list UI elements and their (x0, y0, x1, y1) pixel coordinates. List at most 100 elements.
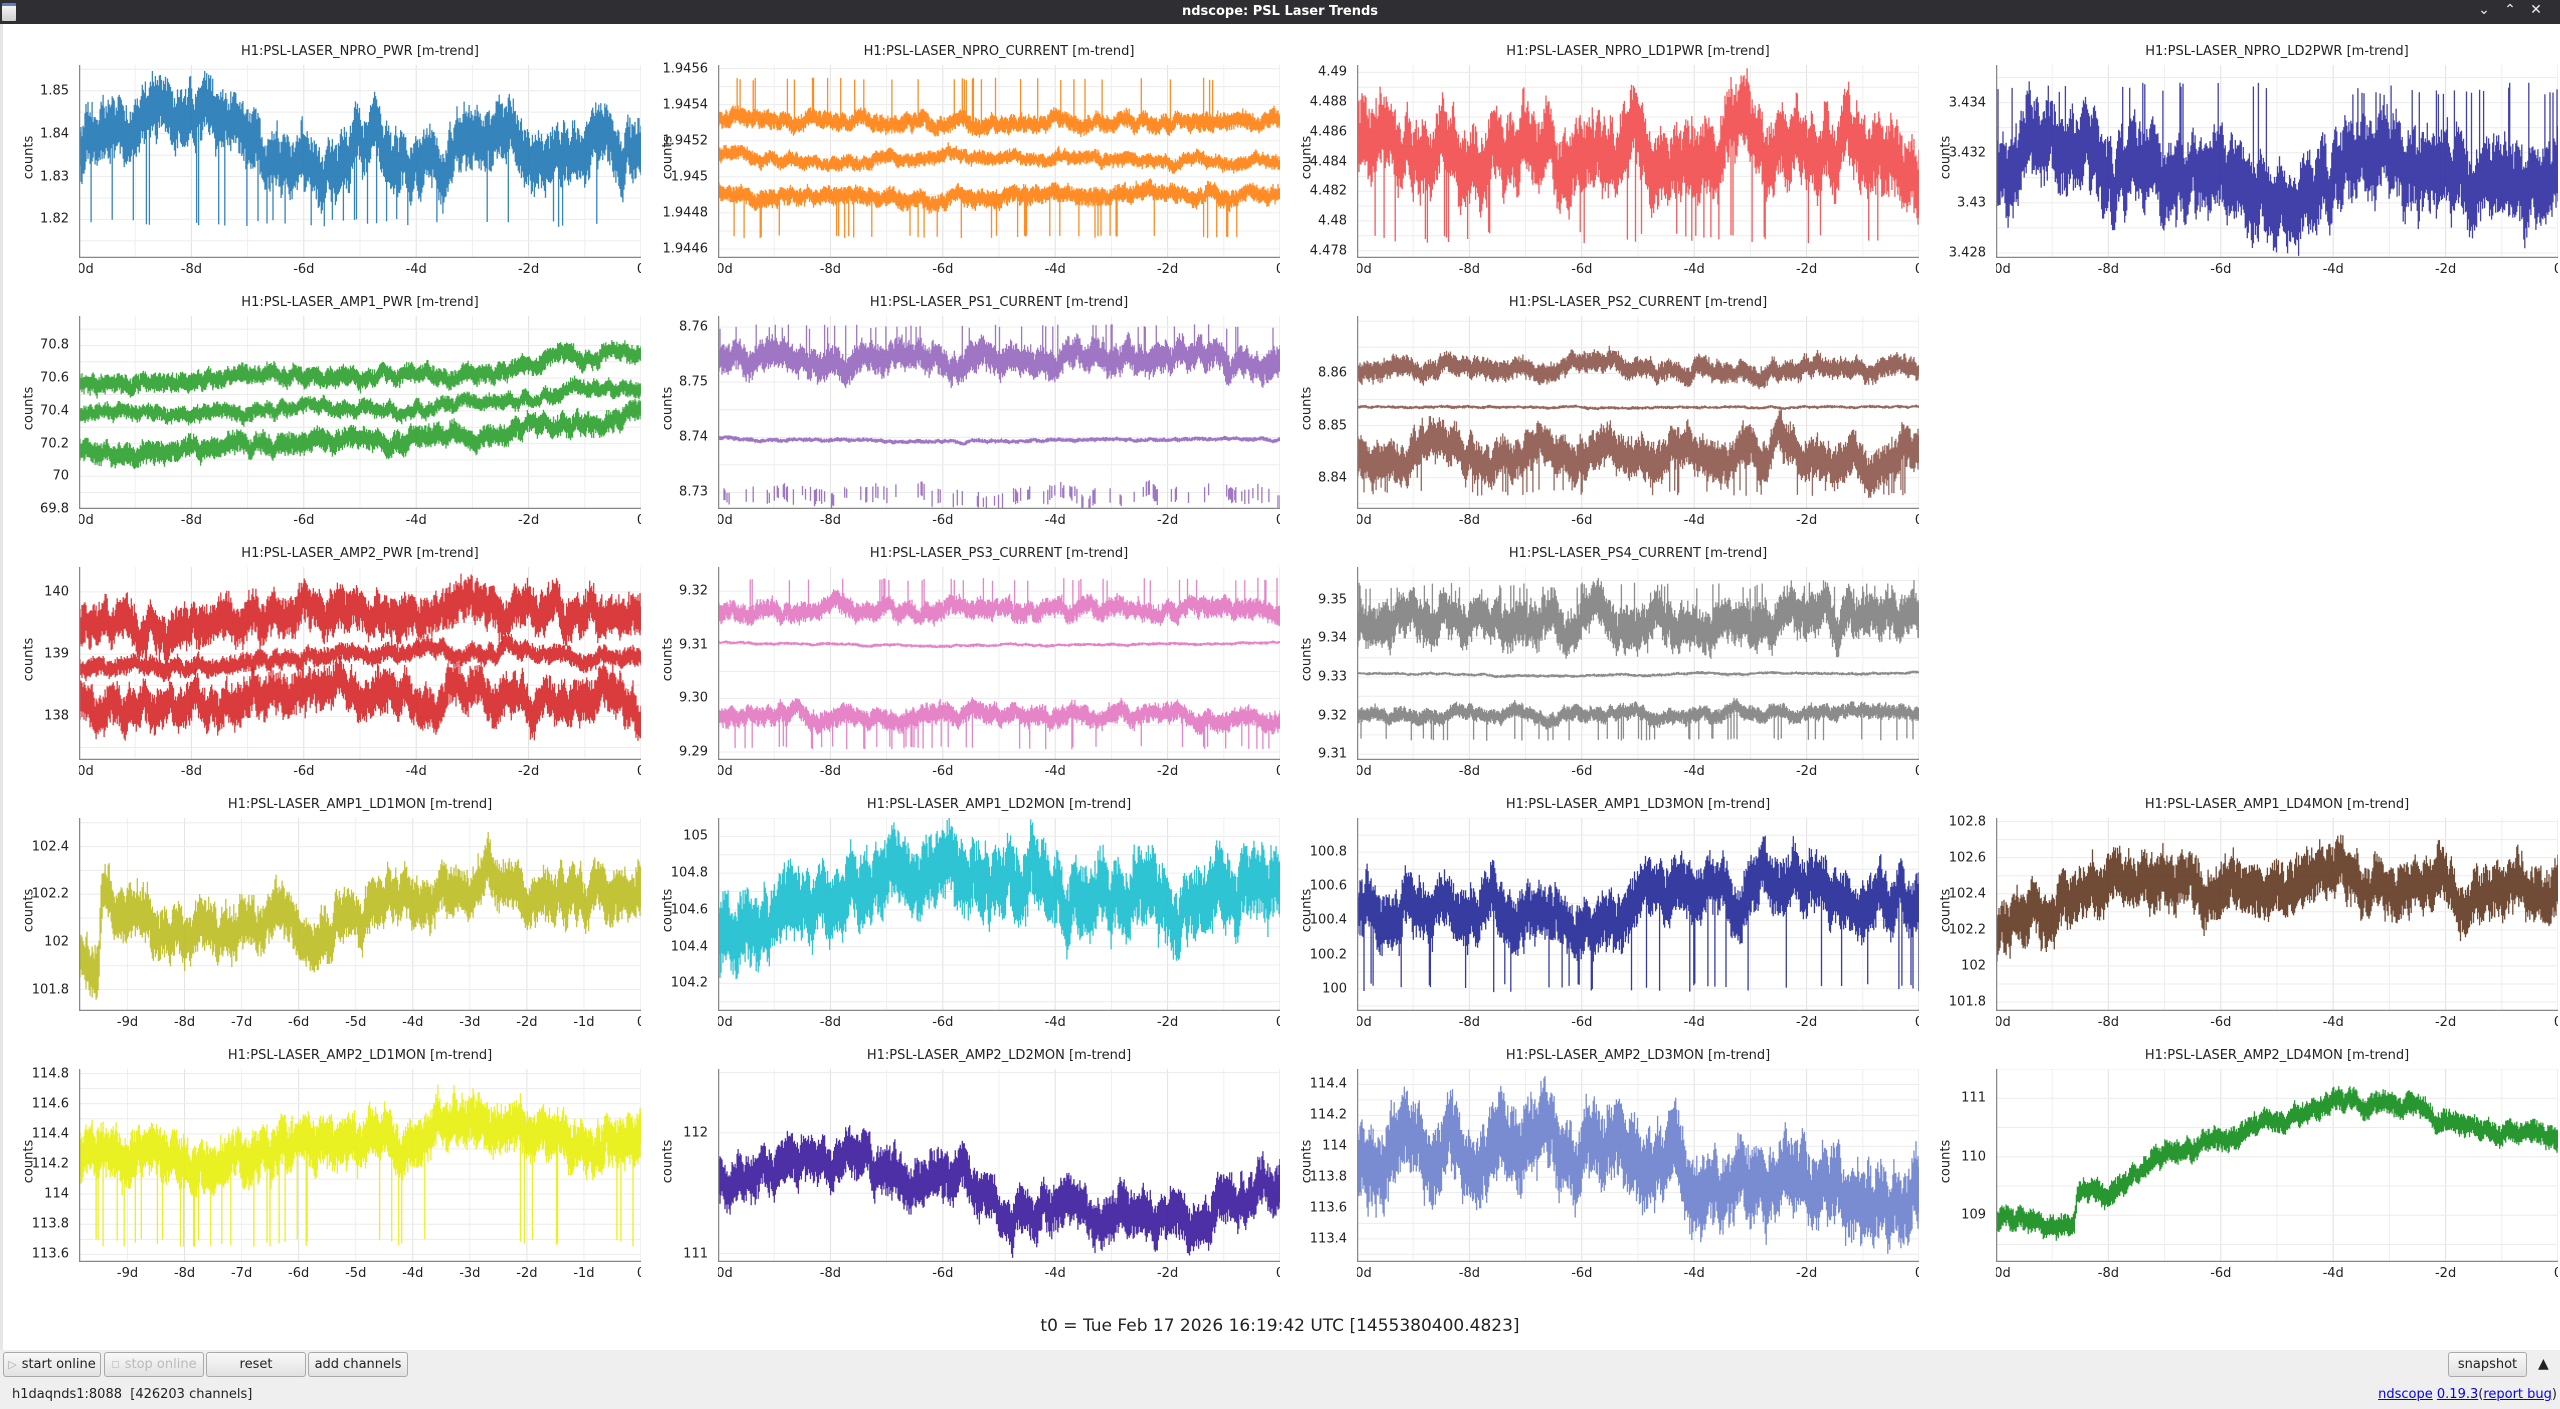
plot-canvas[interactable] (1357, 65, 1919, 258)
plot-canvas[interactable] (1996, 818, 2558, 1011)
maximize-icon[interactable]: ⌃ (2504, 2, 2516, 18)
x-tick-label: -6d (932, 764, 954, 779)
app-icon (2, 3, 16, 21)
x-axis-ticks: -10d -8d -6d -4d -2d 0 (1357, 513, 1919, 531)
start-online-button[interactable]: ▷ start online (3, 1352, 101, 1377)
x-axis-ticks: -9d -8d -7d -6d -5d -4d -3d -2d -1d 0 (79, 1015, 641, 1033)
report-bug-link[interactable]: report bug (2483, 1387, 2552, 1402)
plot-viewbox[interactable]: 113.4 113.6 113.8 114 114.2 114.4 (1310, 1069, 1919, 1262)
plot-canvas[interactable] (1996, 65, 2558, 258)
minimize-icon[interactable]: ⌄ (2478, 2, 2490, 18)
plot-viewbox[interactable]: 69.8 70 70.2 70.4 70.6 70.8 (40, 316, 641, 517)
y-tick-label: 114 (44, 1186, 69, 1202)
plot-viewbox[interactable]: 138 139 140 (44, 567, 641, 760)
close-icon[interactable]: ✕ (2530, 2, 2542, 18)
y-tick-label: 101.8 (31, 982, 69, 998)
plot-viewbox[interactable]: 4.478 4.48 4.482 4.484 4.486 4.488 4.49 (1310, 65, 1919, 258)
plot-canvas[interactable] (1357, 316, 1919, 509)
y-tick-label: 1.85 (40, 83, 69, 99)
plot-viewbox[interactable]: 8.73 8.74 8.75 8.76 (679, 316, 1280, 509)
x-tick-label: -6d (2210, 1266, 2232, 1281)
plot-canvas[interactable] (1357, 818, 1919, 1011)
server-status: h1daqnds1:8088 [426203 channels] (12, 1387, 253, 1402)
y-tick-label: 8.84 (1318, 470, 1347, 486)
plot-viewbox[interactable]: 9.29 9.30 9.31 9.32 (679, 567, 1280, 760)
x-tick-label: -8d (1458, 764, 1480, 779)
y-tick-label: 105 (683, 828, 708, 844)
snapshot-button[interactable]: snapshot (2448, 1352, 2527, 1377)
plot-viewbox[interactable]: 1.82 1.83 1.84 1.85 (40, 65, 641, 258)
plot-panel[interactable]: H1:PSL-LASER_AMP2_LD2MON [m-trend] counts… (646, 1034, 1285, 1285)
plot-viewbox[interactable]: 9.31 9.32 9.33 9.34 9.35 (1318, 567, 1919, 762)
y-tick-label: 4.484 (1309, 154, 1347, 169)
plot-viewbox[interactable]: 111 112 (683, 1069, 1280, 1262)
plot-canvas[interactable] (1357, 1069, 1919, 1262)
add-channels-button[interactable]: add channels (308, 1352, 408, 1377)
plot-panel[interactable]: H1:PSL-LASER_NPRO_LD1PWR [m-trend] counts… (1285, 30, 1924, 281)
plot-panel[interactable]: H1:PSL-LASER_PS1_CURRENT [m-trend] counts… (646, 281, 1285, 532)
plot-panel[interactable]: H1:PSL-LASER_AMP1_LD4MON [m-trend] counts… (1924, 783, 2560, 1034)
plot-viewbox[interactable]: 101.8 102 102.2 102.4 102.6 102.8 (1949, 814, 2558, 1011)
y-tick-label: 104.2 (670, 975, 708, 991)
x-tick-label: -4d (402, 1266, 424, 1281)
plot-panel[interactable]: H1:PSL-LASER_NPRO_LD2PWR [m-trend] counts… (1924, 30, 2560, 281)
x-tick-label: -1d (573, 1015, 595, 1030)
stop-online-button[interactable]: ◻ stop online (104, 1352, 204, 1377)
plot-panel[interactable]: H1:PSL-LASER_AMP1_LD2MON [m-trend] counts… (646, 783, 1285, 1034)
plot-canvas[interactable] (79, 567, 641, 760)
plot-viewbox[interactable]: 100 100.2 100.4 100.6 100.8 (1310, 818, 1919, 1011)
ndscope-link[interactable]: ndscope (2378, 1387, 2433, 1402)
plot-panel[interactable]: H1:PSL-LASER_PS2_CURRENT [m-trend] counts… (1285, 281, 1924, 532)
x-tick-label: -8d (180, 262, 202, 277)
plot-panel[interactable]: H1:PSL-LASER_PS3_CURRENT [m-trend] counts… (646, 532, 1285, 783)
x-tick-label: -8d (180, 513, 202, 528)
plot-canvas[interactable] (718, 818, 1280, 1011)
x-tick-label: -2d (517, 262, 540, 277)
x-tick-label: 0 (2554, 262, 2558, 277)
plot-viewbox[interactable]: 109 110 111 (1961, 1069, 2558, 1262)
x-tick-label: 0 (637, 1266, 641, 1281)
plot-panel[interactable]: H1:PSL-LASER_AMP2_LD1MON [m-trend] counts… (7, 1034, 646, 1285)
x-tick-label: -7d (230, 1266, 253, 1281)
plot-panel[interactable]: H1:PSL-LASER_NPRO_PWR [m-trend] counts 1.8… (7, 30, 646, 281)
plot-canvas[interactable] (79, 818, 641, 1011)
x-axis-ticks: -10d -8d -6d -4d -2d 0 (1996, 1015, 2558, 1033)
plot-axes (718, 316, 1280, 509)
plot-area: H1:PSL-LASER_NPRO_PWR [m-trend] counts 1.8… (0, 24, 2560, 1350)
plot-canvas[interactable] (718, 567, 1280, 760)
plot-canvas[interactable] (79, 65, 641, 258)
plot-canvas[interactable] (1357, 567, 1919, 760)
x-tick-label: -4d (405, 764, 427, 779)
plot-panel[interactable]: H1:PSL-LASER_AMP2_PWR [m-trend] counts 138… (7, 532, 646, 783)
plot-viewbox[interactable]: 101.8 102 102.2 102.4 (32, 818, 641, 1011)
plot-canvas[interactable] (718, 1069, 1280, 1262)
y-tick-label: 69.8 (40, 501, 69, 517)
plot-panel[interactable]: H1:PSL-LASER_PS4_CURRENT [m-trend] counts… (1285, 532, 1924, 783)
plot-canvas[interactable] (1996, 1069, 2558, 1262)
y-axis-label: counts (660, 1139, 676, 1184)
reset-button[interactable]: reset (206, 1352, 306, 1377)
plot-viewbox[interactable]: 113.6 113.8 114 114.2 114.4 114.6 114.8 (32, 1066, 641, 1262)
x-tick-label: -8d (2097, 1266, 2119, 1281)
plot-canvas[interactable] (79, 316, 641, 509)
x-axis-ticks: -10d -8d -6d -4d -2d 0 (718, 1266, 1280, 1284)
plot-canvas[interactable] (718, 65, 1280, 258)
expand-triangle-icon[interactable]: ▲ (2538, 1356, 2549, 1372)
version-link[interactable]: 0.19.3 (2436, 1387, 2479, 1402)
x-tick-label: -4d (405, 513, 427, 528)
plot-canvas[interactable] (79, 1069, 641, 1262)
plot-panel[interactable]: H1:PSL-LASER_AMP1_LD3MON [m-trend] counts… (1285, 783, 1924, 1034)
plot-viewbox[interactable]: 1.9446 1.9448 1.945 1.9452 1.9454 1.9456 (663, 61, 1280, 258)
plot-panel[interactable]: H1:PSL-LASER_AMP1_PWR [m-trend] counts 69.… (7, 281, 646, 532)
x-tick-label: -4d (1683, 513, 1705, 528)
plot-panel[interactable]: H1:PSL-LASER_AMP1_LD1MON [m-trend] counts… (7, 783, 646, 1034)
trend-trace (718, 818, 1280, 980)
plot-viewbox[interactable]: 104.2 104.4 104.6 104.8 105 (671, 818, 1280, 1011)
x-axis-ticks: -10d -8d -6d -4d -2d 0 (718, 262, 1280, 280)
plot-viewbox[interactable]: 3.428 3.43 3.432 3.434 (1949, 65, 2558, 260)
plot-panel[interactable]: H1:PSL-LASER_AMP2_LD4MON [m-trend] counts… (1924, 1034, 2560, 1285)
plot-panel[interactable]: H1:PSL-LASER_AMP2_LD3MON [m-trend] counts… (1285, 1034, 1924, 1285)
plot-panel[interactable]: H1:PSL-LASER_NPRO_CURRENT [m-trend] count… (646, 30, 1285, 281)
plot-viewbox[interactable]: 8.84 8.85 8.86 (1318, 316, 1919, 509)
plot-canvas[interactable] (718, 316, 1280, 509)
